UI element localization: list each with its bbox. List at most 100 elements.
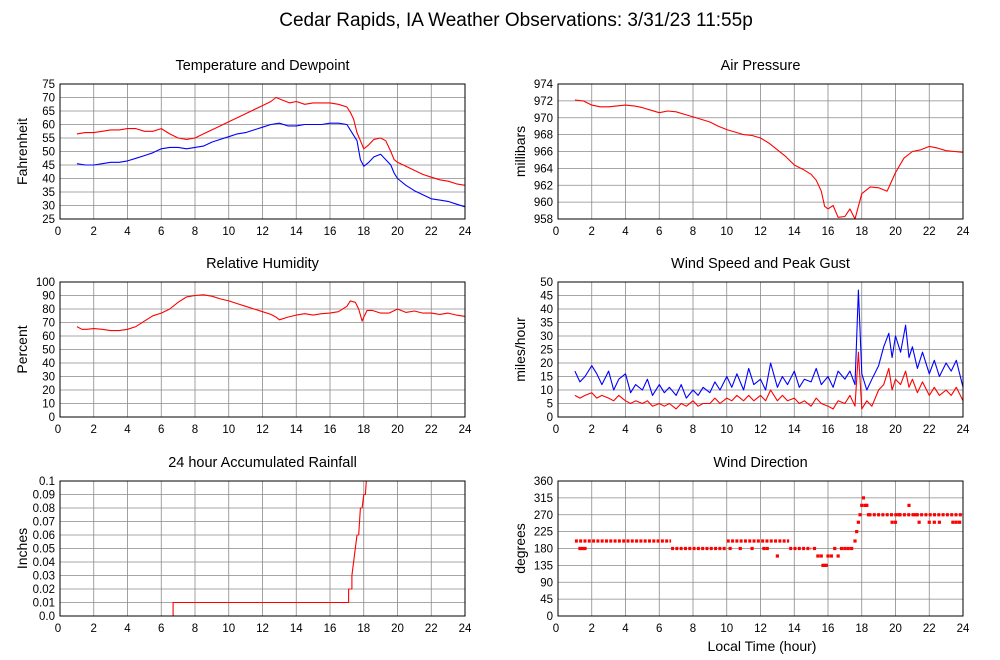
y-tick-label: 45 [42,160,55,172]
x-tick-label: 4 [622,424,629,436]
panel-title: 24 hour Accumulated Rainfall [168,455,357,471]
x-tick-label: 4 [622,623,629,635]
y-tick-label: 30 [42,201,55,213]
figure-title: Cedar Rapids, IA Weather Observations: 3… [279,10,753,31]
data-point [865,503,869,507]
x-tick-label: 2 [589,424,595,436]
data-point [765,546,769,551]
panel-title: Relative Humidity [206,256,320,272]
panel-title: Air Pressure [721,58,801,74]
y-tick-label: 0 [547,611,553,623]
x-tick-label: 10 [222,424,235,436]
x-tick-label: 16 [822,424,835,436]
y-tick-label: 135 [534,560,553,572]
x-tick-label: 8 [192,623,198,635]
plot-area [76,480,465,617]
data-point [937,520,941,524]
series-line [76,96,465,186]
data-point [890,520,894,524]
plot-frame [557,281,964,418]
data-point [850,546,854,551]
x-tick-label: 14 [290,623,303,635]
y-tick-label: 10 [540,385,553,397]
data-point [821,563,825,567]
x-tick-label: 0 [55,226,61,238]
series-line [574,99,963,220]
y-tick-label: 0.03 [33,571,55,583]
y-tick-label: 20 [42,385,55,397]
data-point [897,513,901,517]
y-tick-label: 70 [42,318,55,330]
x-tick-label: 12 [256,623,269,635]
data-point [824,563,828,567]
data-point [816,554,820,558]
y-tick-label: 70 [42,93,55,105]
data-point [823,563,827,567]
data-point [907,503,911,507]
y-tick-label: 958 [534,214,553,226]
data-point [860,503,864,507]
y-tick-label: 55 [42,133,55,145]
data-point [839,546,844,551]
y-tick-label: 65 [42,106,55,118]
y-tick-label: 50 [540,277,553,289]
x-tick-label: 20 [391,424,404,436]
y-tick-label: 968 [534,130,553,142]
x-tick-label: 8 [192,424,198,436]
data-point [812,546,817,551]
x-tick-label: 10 [720,424,733,436]
x-tick-label: 0 [553,623,559,635]
y-tick-label: 964 [534,163,554,175]
y-tick-label: 0 [49,412,55,424]
x-tick-label: 10 [222,623,235,635]
data-point [762,546,766,551]
x-tick-label: 6 [158,623,164,635]
x-tick-label: 24 [459,424,472,436]
x-tick-label: 18 [855,226,868,238]
y-tick-label: 50 [42,147,55,159]
plot-frame [59,83,466,220]
y-tick-label: 0 [547,412,553,424]
plot-area [574,289,963,410]
data-point [914,513,918,517]
data-point [836,554,840,558]
y-tick-label: 35 [42,187,55,199]
x-tick-label: 20 [391,226,404,238]
y-tick-label: 0.0 [39,611,55,623]
y-tick-label: 25 [42,214,55,226]
x-tick-label: 14 [788,424,801,436]
y-tick-label: 960 [534,197,553,209]
y-tick-label: 315 [534,493,553,505]
x-tick-label: 14 [788,623,801,635]
y-tick-label: 962 [534,180,553,192]
x-tick-label: 0 [553,226,559,238]
plot-area [76,96,465,208]
x-tick-label: 16 [822,623,835,635]
data-point [932,520,936,524]
data-point [861,496,866,500]
y-tick-label: 90 [42,291,55,303]
y-tick-label: 0.04 [33,557,56,569]
y-tick-label: 40 [42,358,55,370]
data-point [580,546,585,551]
x-tick-label: 8 [690,226,696,238]
y-axis-label: Fahrenheit [14,118,30,185]
x-tick-label: 24 [957,623,970,635]
x-tick-label: 14 [290,424,303,436]
data-point [954,520,958,524]
data-point [728,546,732,551]
x-tick-label: 4 [124,623,131,635]
x-tick-label: 22 [425,424,438,436]
y-tick-label: 0.1 [39,476,55,488]
y-axis-label: Inches [14,528,30,569]
y-tick-label: 5 [547,399,553,411]
data-point [958,520,962,524]
x-tick-label: 2 [589,623,595,635]
y-tick-label: 30 [540,331,553,343]
data-point [858,513,862,517]
